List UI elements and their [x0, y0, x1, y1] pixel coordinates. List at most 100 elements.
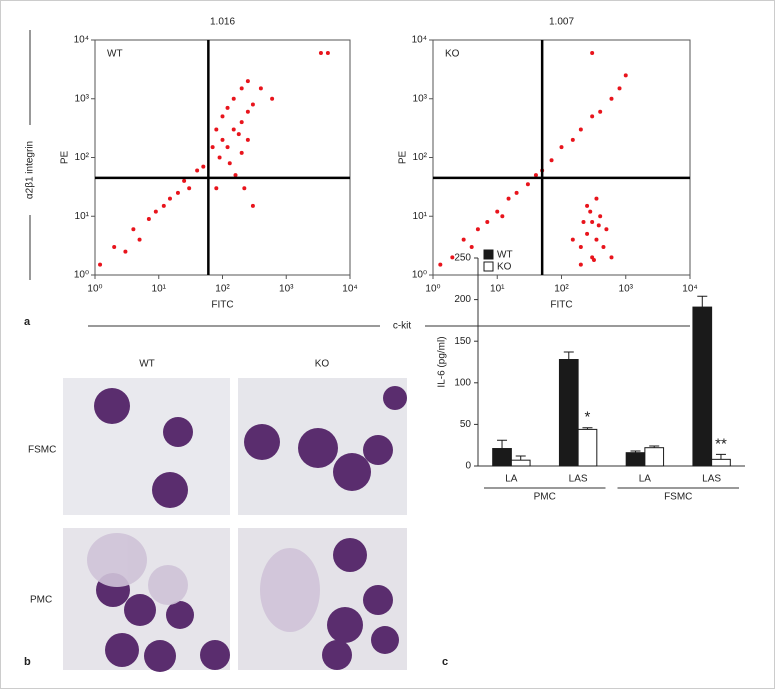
y-tick-label: 10³	[413, 93, 428, 104]
panel-label: a	[24, 316, 31, 328]
bar	[711, 458, 731, 467]
shared-y-label: α2β1 integrin	[25, 141, 36, 199]
point	[112, 244, 117, 249]
y-tick-label: 0	[465, 461, 471, 472]
shared-x-label: c-kit	[393, 321, 412, 332]
chart-title: 1.007	[549, 17, 574, 28]
point	[161, 203, 166, 208]
point	[98, 262, 103, 267]
point	[245, 137, 250, 142]
point	[242, 186, 247, 191]
y-tick-label: 150	[454, 336, 471, 347]
point	[175, 190, 180, 195]
point	[220, 137, 225, 142]
point	[609, 96, 614, 101]
x-tick-label: 10⁰	[425, 284, 440, 295]
legend-label: WT	[497, 250, 513, 261]
point	[231, 127, 236, 132]
y-label: IL-6 (pg/ml)	[437, 336, 448, 387]
point	[500, 214, 505, 219]
point	[533, 173, 538, 178]
y-tick-label: 10²	[413, 152, 428, 163]
point	[318, 51, 323, 56]
x-tick-label: LA	[505, 474, 518, 485]
point	[258, 86, 263, 91]
legend-label: KO	[497, 262, 512, 273]
error-bar	[649, 445, 660, 448]
point	[214, 186, 219, 191]
point	[570, 137, 575, 142]
x-label: FITC	[550, 300, 572, 311]
row-label: FSMC	[28, 445, 56, 456]
micrograph	[63, 378, 230, 515]
point	[195, 168, 200, 173]
point	[485, 219, 490, 224]
point	[578, 244, 583, 249]
y-tick-label: 10¹	[75, 211, 90, 222]
x-tick-label: LAS	[569, 474, 588, 485]
point	[609, 255, 614, 260]
bar	[577, 428, 598, 467]
column-label: WT	[139, 359, 155, 370]
point	[591, 258, 596, 263]
point	[617, 86, 622, 91]
point	[604, 227, 609, 232]
point	[227, 161, 232, 166]
point	[601, 244, 606, 249]
point	[325, 51, 330, 56]
x-tick-label: 10²	[554, 284, 569, 295]
x-tick-label: 10¹	[490, 284, 505, 295]
point	[153, 209, 158, 214]
y-tick-label: 10²	[75, 152, 90, 163]
x-tick-label: LA	[639, 474, 652, 485]
point	[270, 96, 275, 101]
chart-title: 1.016	[210, 17, 235, 28]
point	[131, 227, 136, 232]
error-bar	[630, 450, 641, 453]
annotation: WT	[107, 49, 123, 60]
point	[590, 51, 595, 56]
bar	[492, 448, 512, 467]
legend-swatch	[483, 261, 494, 272]
error-bar	[515, 455, 526, 461]
bar	[558, 359, 579, 467]
annotation: KO	[445, 49, 460, 60]
bar	[510, 459, 531, 467]
point	[581, 219, 586, 224]
point	[210, 145, 215, 150]
panel-label: c	[442, 656, 448, 668]
point	[578, 127, 583, 132]
x-tick-label: 10³	[619, 284, 634, 295]
point	[570, 237, 575, 242]
point	[590, 219, 595, 224]
error-bar	[582, 427, 593, 430]
cells	[94, 386, 407, 672]
point	[469, 244, 474, 249]
bar	[625, 452, 646, 467]
point	[514, 190, 519, 195]
bar	[692, 306, 713, 467]
point	[245, 109, 250, 114]
significance: **	[715, 435, 727, 452]
group-label: FSMC	[664, 492, 692, 503]
point	[146, 216, 151, 221]
point	[236, 132, 241, 137]
point	[588, 209, 593, 214]
point	[585, 203, 590, 208]
point	[585, 231, 590, 236]
y-tick-label: 50	[460, 419, 472, 430]
legend-swatch	[483, 249, 494, 260]
error-bar	[497, 439, 508, 449]
point	[250, 203, 255, 208]
point	[245, 79, 250, 84]
point	[438, 262, 443, 267]
point	[239, 150, 244, 155]
point	[250, 102, 255, 107]
point	[549, 158, 554, 163]
group-label: PMC	[534, 492, 556, 503]
column-label: KO	[315, 359, 330, 370]
point	[506, 196, 511, 201]
point	[137, 237, 142, 242]
y-label: PE	[60, 151, 71, 165]
